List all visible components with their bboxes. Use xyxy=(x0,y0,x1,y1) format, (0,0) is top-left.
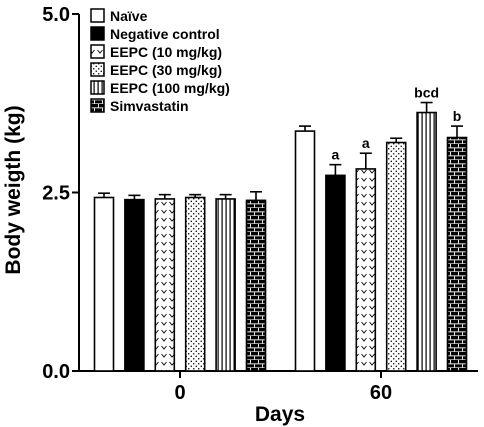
bar xyxy=(325,174,346,372)
legend-item: Negative control xyxy=(90,26,220,42)
legend-swatch-eepc-100 xyxy=(90,80,105,95)
legend-label: EEPC (30 mg/kg) xyxy=(110,62,222,78)
y-axis-title: Body weigth (kg) xyxy=(2,105,25,274)
legend-swatch-simvastatin xyxy=(90,98,105,113)
bar xyxy=(294,130,316,372)
legend-swatch-negative-control xyxy=(90,26,105,41)
bar xyxy=(154,198,176,372)
legend-item: EEPC (30 mg/kg) xyxy=(90,62,222,78)
legend-label: Negative control xyxy=(110,26,220,42)
y-tick-label: 5.0 xyxy=(42,4,70,26)
legend-item: Naïve xyxy=(90,8,148,24)
legend-item: Simvastatin xyxy=(90,98,189,114)
bar xyxy=(446,136,468,372)
y-tick-label: 0.0 xyxy=(42,361,70,383)
significance-label: bcd xyxy=(414,85,439,101)
x-ticks: 0 60 xyxy=(174,371,392,404)
legend-swatch-naive xyxy=(90,8,105,23)
legend-item: EEPC (100 mg/kg) xyxy=(90,80,230,96)
bar xyxy=(355,168,377,372)
legend-swatch-eepc-10 xyxy=(90,44,105,59)
significance-label: a xyxy=(332,147,340,163)
y-ticks: 5.0 2.5 0.0 xyxy=(42,4,79,383)
significance-label: b xyxy=(453,108,462,124)
legend-swatch-eepc-30 xyxy=(90,62,105,77)
y-tick-label: 2.5 xyxy=(42,183,70,205)
x-tick-label: 0 xyxy=(174,382,185,404)
x-axis-title: Days xyxy=(255,403,305,426)
legend-label: Simvastatin xyxy=(110,98,189,114)
bar xyxy=(215,198,236,372)
legend-label: EEPC (10 mg/kg) xyxy=(110,44,222,60)
legend-item: EEPC (10 mg/kg) xyxy=(90,44,222,60)
bar xyxy=(124,198,145,372)
bar xyxy=(416,111,437,372)
bar xyxy=(245,199,267,372)
x-tick-label: 60 xyxy=(370,382,392,404)
legend: Naïve Negative control EEPC (10 mg/kg) E… xyxy=(90,8,230,114)
bar xyxy=(93,196,115,372)
legend-label: Naïve xyxy=(110,8,148,24)
bar xyxy=(184,196,206,372)
significance-label: a xyxy=(362,135,370,151)
bar xyxy=(385,141,407,372)
legend-label: EEPC (100 mg/kg) xyxy=(110,80,230,96)
